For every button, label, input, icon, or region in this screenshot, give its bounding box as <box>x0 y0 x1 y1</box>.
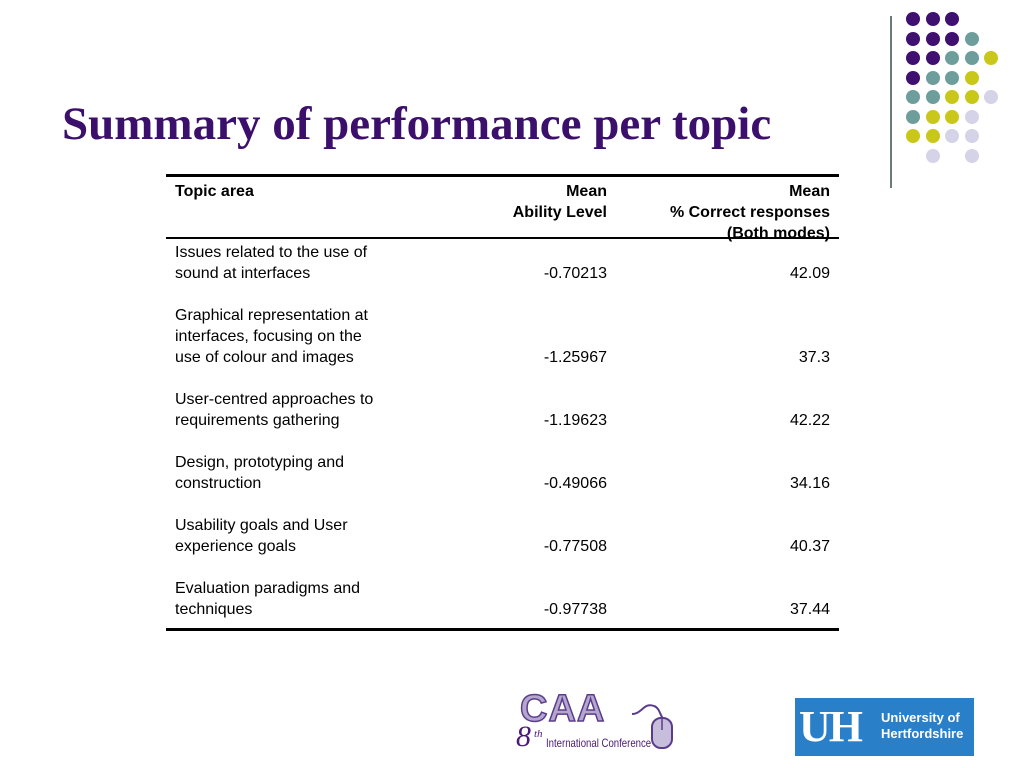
mean-ability-cell: -1.19623 <box>543 412 607 429</box>
decorative-dot <box>945 109 959 124</box>
performance-table: Topic area Mean Ability Level Mean % Cor… <box>166 174 839 631</box>
decorative-dot <box>925 12 940 26</box>
caa-subtitle: International Conference <box>546 736 652 750</box>
decorative-dot <box>964 70 979 85</box>
decorative-dot <box>906 129 920 143</box>
mean-ability-cell: -0.49066 <box>543 475 607 492</box>
header-topic-area: Topic area <box>166 181 426 202</box>
topic-line: construction <box>175 475 262 492</box>
mean-ability-cell: -0.77508 <box>543 538 607 555</box>
decorative-dot <box>945 70 959 85</box>
decorative-dot <box>964 129 979 143</box>
table-top-rule <box>166 174 839 177</box>
mean-correct-cell: 37.3 <box>798 349 830 366</box>
topic-line: sound at interfaces <box>175 265 311 282</box>
topic-cell: Issues related to the use of sound at int… <box>166 242 426 284</box>
mean-correct-cell: 42.09 <box>789 265 830 282</box>
vertical-divider <box>890 16 892 188</box>
topic-cell: Graphical representation at interfaces, f… <box>166 305 426 368</box>
topic-cell: Design, prototyping and construction <box>166 452 426 494</box>
decorative-dot <box>964 109 979 124</box>
decorative-dot <box>906 90 920 104</box>
decorative-dot <box>906 70 920 85</box>
table-header-row: Topic area Mean Ability Level Mean % Cor… <box>166 177 839 242</box>
decorative-dot <box>945 51 959 65</box>
table-row: Usability goals and User experience goals… <box>166 515 839 557</box>
decorative-dot <box>984 90 998 104</box>
header-topic-label: Topic area <box>175 183 254 200</box>
decorative-dot <box>906 51 920 65</box>
topic-line: requirements gathering <box>175 412 340 429</box>
mean-ability-cell: -1.25967 <box>543 349 607 366</box>
caa-edition-ordinal: th <box>534 728 543 740</box>
decorative-dot <box>945 12 959 26</box>
topic-line: User-centred approaches to <box>175 391 374 408</box>
table-row: Design, prototyping and construction -0.49… <box>166 452 839 494</box>
decorative-dot <box>925 129 940 143</box>
decorative-dot <box>925 70 940 85</box>
topic-line: Design, prototyping and <box>175 454 344 471</box>
decorative-dot <box>925 90 940 104</box>
header-mean-correct: Mean % Correct responses (Both modes) <box>607 181 830 244</box>
topic-line: experience goals <box>175 538 296 555</box>
decorative-dot <box>925 148 940 163</box>
mean-correct-cell: 42.22 <box>789 412 830 429</box>
mean-ability-cell: -0.70213 <box>543 265 607 282</box>
decorative-dot <box>984 51 998 65</box>
mean-correct-cell: 34.16 <box>789 475 830 492</box>
computer-mouse-icon <box>631 704 673 749</box>
uh-wordmark-line1: University of <box>881 710 960 725</box>
uh-monogram: UH <box>799 702 863 751</box>
uh-wordmark-line2: Hertfordshire <box>881 726 964 741</box>
uh-wordmark: University of Hertfordshire <box>881 710 963 742</box>
table-row: Issues related to the use of sound at int… <box>166 242 839 284</box>
decorative-dot <box>964 148 979 163</box>
table-row: User-centred approaches to requirements g… <box>166 389 839 431</box>
mean-correct-cell: 40.37 <box>789 538 830 555</box>
decorative-dot <box>945 90 959 104</box>
topic-line: use of colour and images <box>175 349 354 366</box>
header-correct-line1: Mean <box>789 183 830 200</box>
decorative-dot <box>906 109 920 124</box>
decorative-dot <box>925 109 940 124</box>
topic-line: Graphical representation at <box>175 307 368 324</box>
decorative-dot-grid <box>906 12 1006 172</box>
header-correct-line3: (Both modes) <box>726 225 830 242</box>
topic-cell: Usability goals and User experience goals <box>166 515 426 557</box>
header-ability-line1: Mean <box>566 183 607 200</box>
mean-ability-cell: -0.97738 <box>543 601 607 618</box>
topic-line: Issues related to the use of <box>175 244 368 261</box>
decorative-dot <box>945 31 959 46</box>
decorative-dot <box>945 129 959 143</box>
topic-line: techniques <box>175 601 253 618</box>
decorative-dot <box>925 51 940 65</box>
caa-edition-number: 8 <box>516 720 531 753</box>
topic-line: Usability goals and User <box>175 517 348 534</box>
table-body: Issues related to the use of sound at int… <box>166 242 839 620</box>
slide-title: Summary of performance per topic <box>62 98 772 150</box>
table-bottom-rule <box>166 628 839 631</box>
university-of-hertfordshire-logo: UH University of Hertfordshire <box>795 698 974 756</box>
header-ability-line2: Ability Level <box>512 204 607 221</box>
header-correct-line2: % Correct responses <box>669 204 830 221</box>
table-row: Evaluation paradigms and techniques -0.977… <box>166 578 839 620</box>
topic-cell: Evaluation paradigms and techniques <box>166 578 426 620</box>
topic-line: Evaluation paradigms and <box>175 580 361 597</box>
decorative-dot <box>964 90 979 104</box>
mean-correct-cell: 37.44 <box>789 601 830 618</box>
decorative-dot <box>906 12 920 26</box>
table-header-rule <box>166 237 839 239</box>
decorative-dot <box>906 31 920 46</box>
decorative-dot <box>964 31 979 46</box>
table-row: Graphical representation at interfaces, f… <box>166 305 839 368</box>
topic-line: interfaces, focusing on the <box>175 328 362 345</box>
caa-conference-logo: CAA 8 th International Conference <box>516 687 676 760</box>
decorative-dot <box>925 31 940 46</box>
decorative-dot <box>964 51 979 65</box>
caa-wordmark: CAA <box>519 687 606 731</box>
header-mean-ability: Mean Ability Level <box>426 181 607 223</box>
topic-cell: User-centred approaches to requirements g… <box>166 389 426 431</box>
